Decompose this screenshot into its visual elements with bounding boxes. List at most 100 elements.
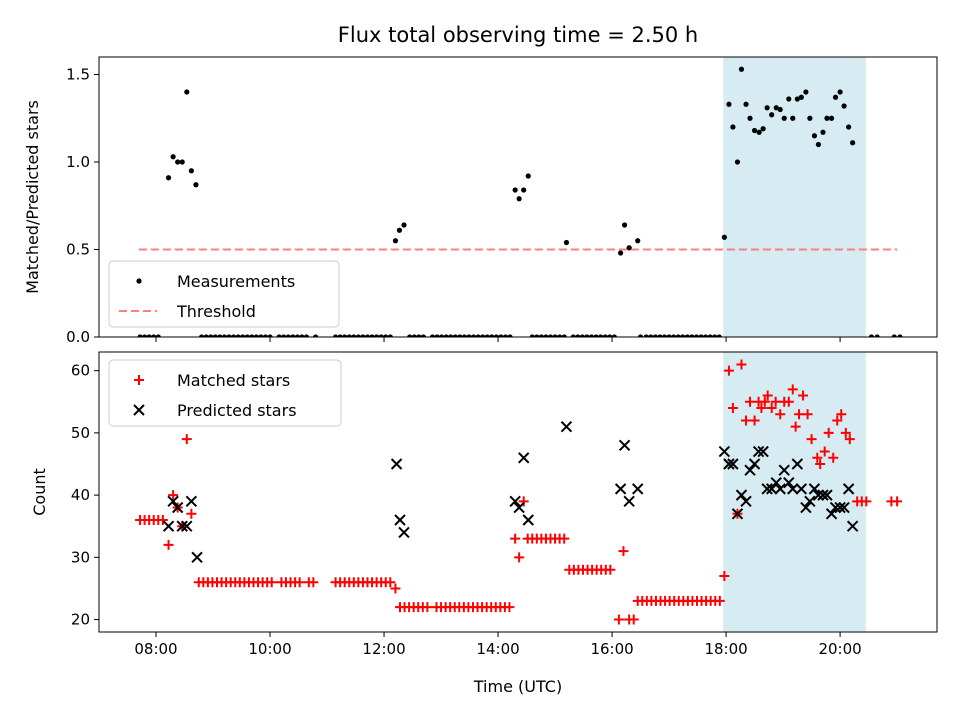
matched-star-point [812,452,823,463]
matched-star-point [766,403,777,413]
matched-star-point [163,539,174,550]
x-tick-label: 14:00 [476,640,519,658]
measurement-point [332,334,339,337]
y-tick-label: 0.0 [66,328,90,346]
measurement-point [738,66,745,72]
measurement-point [401,222,407,228]
matched-star-point [892,496,903,507]
measurement-point [392,238,399,244]
measurement-point [716,334,722,337]
measurement-point [374,334,380,337]
predicted-star-point [748,458,761,470]
measurement-point [543,334,549,337]
measurement-point [262,334,269,337]
measurement-point [351,334,357,337]
measurement-point [891,334,897,337]
measurement-point [299,334,305,337]
plot-area [137,66,903,337]
matched-star-point [157,515,168,525]
measurement-point [850,140,856,146]
predicted-star-point [765,483,778,495]
matched-star-point [836,409,847,420]
predicted-star-point [757,445,769,458]
axes-frame [98,351,938,633]
matched-star-point [828,452,839,463]
predicted-star-point [723,458,735,470]
measurement-point [868,334,875,337]
measurement-point [337,334,343,337]
measurement-point [807,115,813,121]
matched-star-point [514,552,525,563]
legend-label: Threshold [176,302,256,321]
measurement-point [769,112,775,118]
measurement-point [721,234,727,240]
axes-frame [98,56,938,338]
measurement-point [637,334,644,337]
measurement-point [529,334,535,337]
predicted-star-point [774,483,786,495]
measurement-point [184,89,190,95]
measurement-point [675,334,681,337]
measurement-point [443,334,449,337]
predicted-star-point [795,483,808,495]
measurement-point [383,334,389,337]
y-tick-label: 1.0 [66,153,90,171]
predicted-star-point [513,501,525,514]
measurement-point [764,105,770,111]
matched-star-point [749,415,760,426]
predicted-star-point [761,483,773,495]
measurement-point [786,96,792,102]
matched-star-point [605,564,616,575]
measurement-point [747,115,753,121]
x-tick-label: 08:00 [134,640,177,658]
measurement-point [521,187,527,193]
matched-star-point [390,583,401,594]
matched-star-point [823,427,834,438]
legend-box [108,359,342,427]
measurement-point [824,115,830,121]
matched-star-point [618,546,629,557]
predicted-star-point [829,501,842,514]
predicted-star-point [846,520,859,532]
measurement-point [534,334,540,337]
matched-star-point [819,446,830,457]
legend-predicted-swatch [133,404,145,416]
matched-star-point [719,571,730,581]
measurement-point [618,250,624,256]
measurement-point [734,159,741,165]
matched-star-point [815,459,826,469]
measurement-point [661,334,668,337]
measurement-point [648,334,654,337]
measurement-point [360,334,366,337]
measurement-point [756,129,762,135]
measurement-point [552,334,558,337]
measurement-point [466,334,472,337]
measurement-point [434,334,440,337]
measurement-point [846,124,852,130]
measurement-point [188,168,194,174]
measurement-point [803,89,809,95]
measurement-point [155,334,161,337]
measurement-point [773,105,779,111]
measurement-point [193,182,199,188]
matched-star-point [168,490,179,501]
legend-measurement-swatch [136,278,142,284]
predicted-star-point [744,464,756,476]
predicted-star-point [825,508,838,520]
measurement-point [416,334,422,337]
matched-star-point [510,533,521,544]
measurement-point [221,334,228,337]
measurement-point [702,334,709,337]
measurement-point [680,334,686,337]
measurement-point [622,222,628,228]
matched-star-point [802,409,813,420]
measurement-point [137,334,143,337]
measurement-point [346,334,352,337]
measurement-point [777,106,783,113]
measurement-point [396,227,403,233]
predicted-star-point [842,483,855,495]
measurement-point [217,334,223,337]
predicted-star-point [770,476,782,489]
measurement-point [457,334,463,337]
